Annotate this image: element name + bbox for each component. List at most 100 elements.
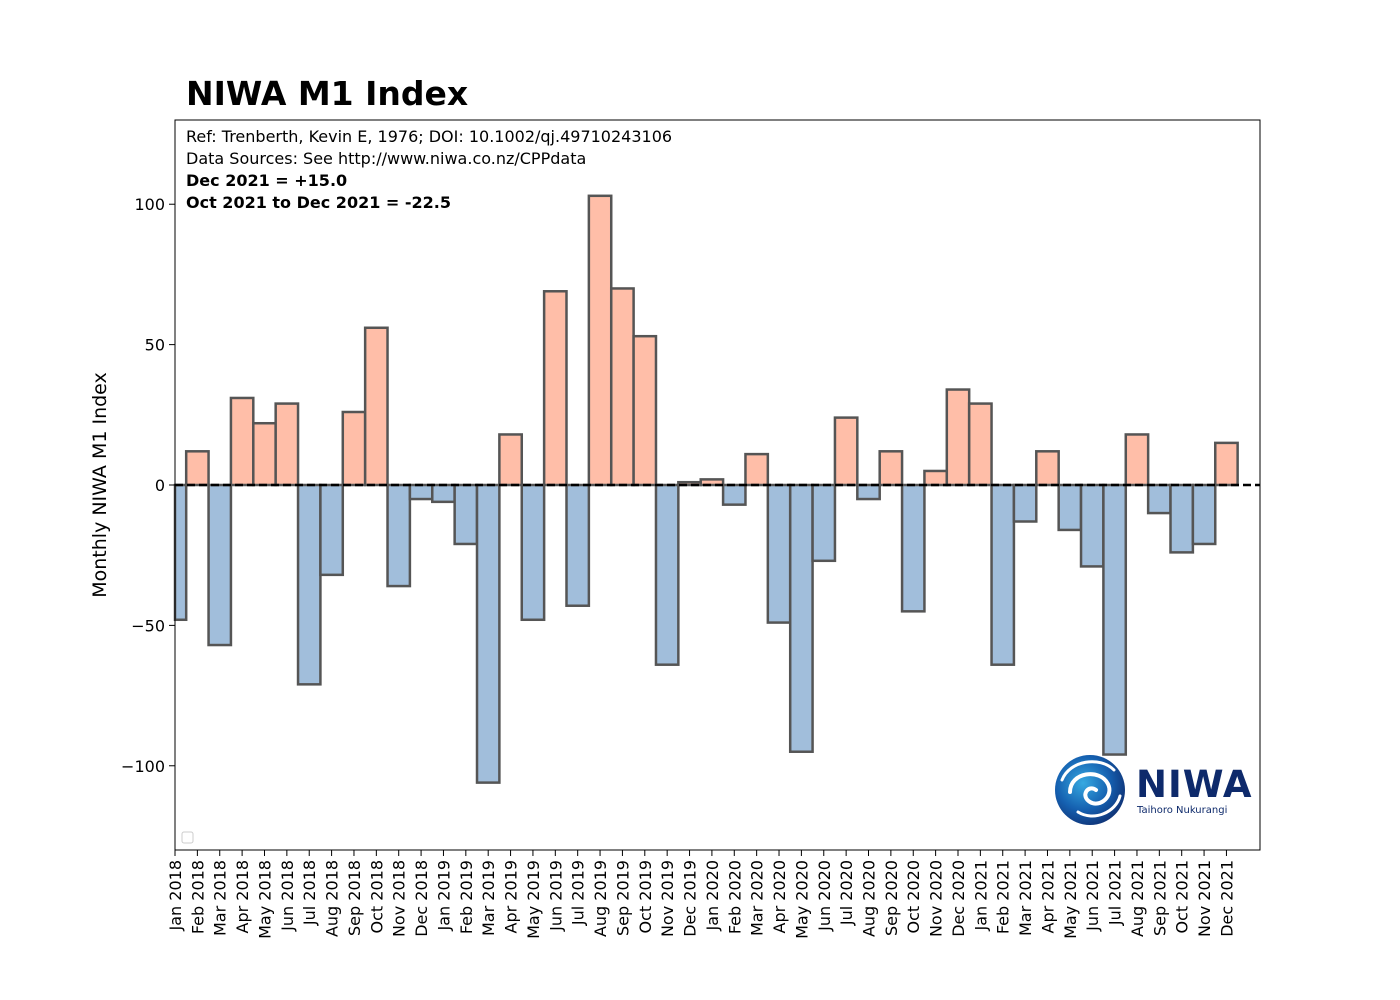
x-tick-label: Oct 2020 [904, 860, 923, 933]
bar-dec-2021 [1214, 441, 1239, 487]
x-tick-label: Aug 2020 [860, 860, 879, 937]
x-tick-label: Dec 2020 [949, 860, 968, 937]
bar-sep-2018 [341, 410, 367, 487]
bar-mar-2021 [1012, 483, 1038, 523]
bar-mar-2018 [207, 483, 233, 647]
x-tick-label: Feb 2021 [994, 860, 1013, 934]
bar-jan-2019 [431, 483, 456, 504]
y-tick-label: −50 [131, 616, 165, 635]
annotation-line: Ref: Trenberth, Kevin E, 1976; DOI: 10.1… [186, 127, 672, 146]
bar-nov-2019 [654, 483, 680, 666]
logo-tagline: Taihoro Nukurangi [1136, 805, 1227, 816]
x-tick-label: Sep 2021 [1150, 860, 1169, 936]
bar-jul-2019 [565, 483, 591, 607]
x-tick-label: Jul 2018 [300, 860, 319, 926]
bar-feb-2020 [721, 483, 747, 506]
x-tick-label: Mar 2019 [479, 860, 498, 936]
x-tick-label: Oct 2018 [367, 860, 386, 933]
bars-group [173, 194, 1239, 784]
bar-jan-2021 [967, 402, 993, 487]
y-axis-label: Monthly NIWA M1 Index [89, 372, 111, 598]
x-tick-label: Nov 2020 [927, 860, 946, 937]
bar-feb-2018 [184, 450, 210, 487]
bar-nov-2020 [923, 469, 949, 487]
x-tick-label: Jun 2018 [278, 860, 297, 932]
y-axis: −100 −50 0 50 100 [121, 195, 175, 776]
x-tick-label: May 2021 [1061, 860, 1080, 939]
x-tick-label: Mar 2021 [1016, 860, 1035, 936]
x-tick-label: Sep 2019 [613, 860, 632, 936]
annotation-line: Oct 2021 to Dec 2021 = -22.5 [186, 193, 451, 212]
x-tick-label: Jan 2019 [434, 860, 453, 931]
bar-sep-2020 [878, 450, 904, 487]
x-tick-label: Jan 2018 [166, 860, 185, 931]
x-tick-label: May 2018 [255, 860, 274, 939]
x-tick-label: Aug 2019 [591, 860, 610, 937]
bar-may-2019 [520, 483, 546, 622]
x-tick-label: Oct 2019 [636, 860, 655, 933]
x-tick-label: Mar 2020 [748, 860, 767, 936]
bar-jul-2021 [1102, 483, 1128, 756]
x-tick-label: Jan 2020 [703, 860, 722, 931]
bar-jun-2018 [274, 402, 300, 487]
bar-jan-2018 [173, 483, 188, 622]
bar-sep-2019 [609, 287, 635, 487]
bar-oct-2019 [632, 334, 658, 487]
bar-jul-2018 [296, 483, 322, 686]
x-tick-label: Jan 2021 [971, 860, 990, 931]
x-tick-label: Apr 2019 [502, 860, 521, 933]
bar-jun-2020 [811, 483, 837, 563]
bar-aug-2019 [587, 194, 613, 487]
bar-dec-2020 [945, 388, 971, 487]
x-tick-label: Nov 2018 [390, 860, 409, 937]
bar-mar-2020 [744, 452, 770, 487]
bar-oct-2018 [363, 326, 389, 487]
x-tick-label: Feb 2018 [188, 860, 207, 934]
x-tick-label: Jun 2020 [815, 860, 834, 932]
x-tick-label: Apr 2018 [233, 860, 252, 933]
bar-feb-2021 [990, 483, 1016, 666]
x-tick-label: Jun 2021 [1083, 860, 1102, 932]
logo-wordmark: NIWA [1136, 763, 1253, 806]
x-tick-label: Jun 2019 [546, 860, 565, 932]
y-tick-label: −100 [121, 757, 165, 776]
y-tick-label: 100 [134, 195, 165, 214]
bar-aug-2020 [856, 483, 881, 501]
x-tick-label: Jul 2020 [837, 860, 856, 926]
y-tick-label: 50 [145, 336, 165, 355]
x-tick-label: Oct 2021 [1173, 860, 1192, 933]
bar-apr-2020 [766, 483, 792, 624]
x-tick-label: Sep 2020 [882, 860, 901, 936]
bar-may-2021 [1057, 483, 1083, 532]
x-tick-label: Feb 2019 [457, 860, 476, 934]
bar-oct-2020 [900, 483, 926, 613]
x-tick-label: Jul 2021 [1106, 860, 1125, 926]
bar-apr-2021 [1035, 450, 1060, 487]
bar-apr-2018 [229, 396, 255, 487]
annotations-group: Ref: Trenberth, Kevin E, 1976; DOI: 10.1… [186, 127, 672, 212]
bar-feb-2019 [453, 483, 479, 546]
bar-may-2020 [788, 483, 814, 753]
bar-may-2018 [252, 421, 277, 487]
x-tick-label: Dec 2018 [412, 860, 431, 937]
bar-aug-2018 [319, 483, 345, 577]
bar-apr-2019 [498, 433, 524, 487]
annotation-line: Dec 2021 = +15.0 [186, 171, 347, 190]
legend-box [181, 831, 194, 844]
x-tick-label: Nov 2019 [658, 860, 677, 937]
bar-jan-2020 [699, 478, 725, 487]
bar-nov-2018 [386, 483, 412, 588]
x-tick-label: Apr 2021 [1038, 860, 1057, 933]
x-tick-label: Apr 2020 [770, 860, 789, 933]
annotation-line: Data Sources: See http://www.niwa.co.nz/… [186, 149, 586, 168]
bar-oct-2021 [1169, 483, 1195, 554]
x-tick-label: Feb 2020 [725, 860, 744, 934]
x-tick-label: Dec 2019 [681, 860, 700, 937]
x-tick-label: May 2020 [792, 860, 811, 939]
bar-aug-2021 [1124, 433, 1150, 487]
bar-nov-2021 [1191, 483, 1217, 546]
x-tick-label: Aug 2018 [323, 860, 342, 937]
x-tick-label: Mar 2018 [211, 860, 230, 936]
x-tick-label: Aug 2021 [1128, 860, 1147, 937]
